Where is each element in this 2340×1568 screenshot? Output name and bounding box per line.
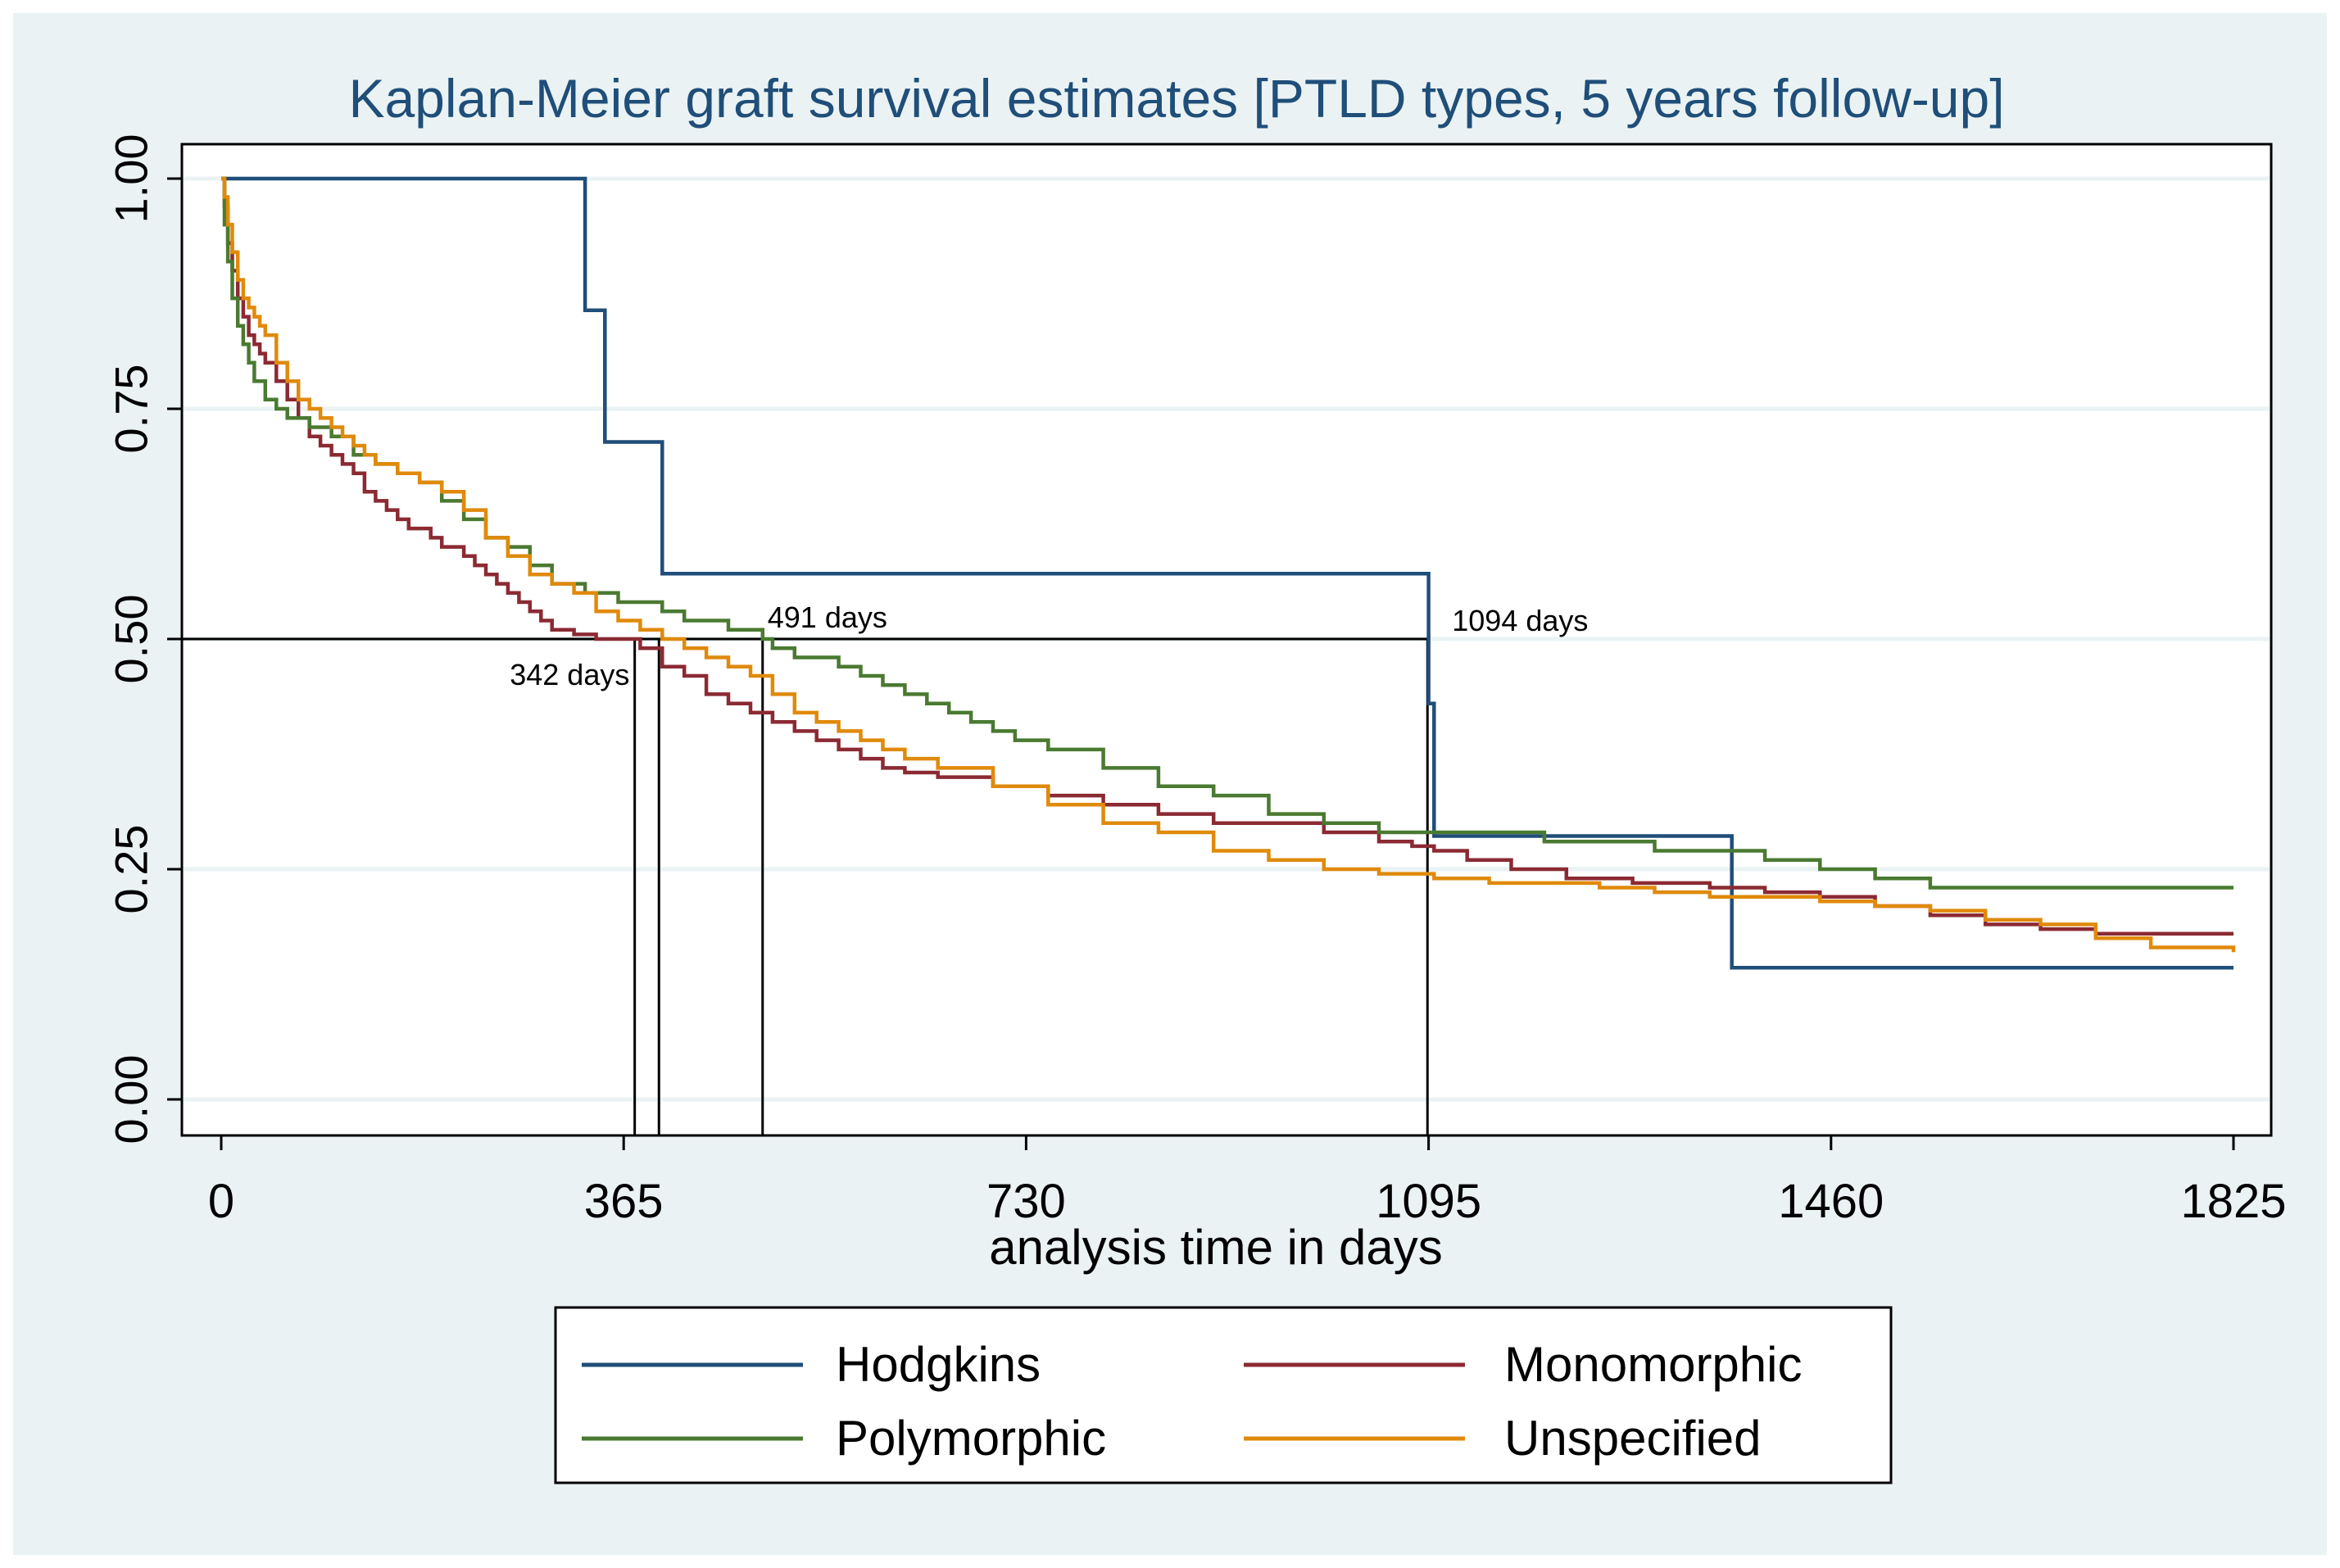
series-line-hodgkins — [221, 176, 2233, 970]
y-tick-label-0.00: 0.00 — [106, 1055, 157, 1144]
legend: Hodgkins Monomorphic Polymorphic Unspecifie… — [554, 1306, 1893, 1484]
series-line-polymorphic — [221, 176, 2233, 890]
x-axis-label: analysis time in days — [989, 1220, 1443, 1275]
legend-label-monomorphic: Monomorphic — [1504, 1337, 1803, 1392]
chart-title: Kaplan-Meier graft survival estimates [P… — [348, 68, 2004, 129]
median-reference-lines — [182, 637, 1430, 1135]
legend-box — [554, 1306, 1893, 1484]
x-tick-label-1460: 1460 — [1778, 1175, 1884, 1228]
annotation-1094-days: 1094 days — [1452, 604, 1588, 637]
legend-label-hodgkins: Hodgkins — [836, 1337, 1041, 1392]
annotation-342-days: 342 days — [510, 658, 629, 691]
x-tick-label-365: 365 — [584, 1175, 664, 1228]
legend-label-polymorphic: Polymorphic — [836, 1411, 1106, 1466]
x-tick-label-1825: 1825 — [2180, 1175, 2286, 1228]
legend-label-unspecified: Unspecified — [1504, 1411, 1762, 1466]
x-tick-label-730: 730 — [986, 1175, 1066, 1228]
median-annotations: 342 days 491 days 1094 days — [510, 600, 1588, 691]
y-tick-label-0.25: 0.25 — [106, 825, 157, 914]
series-line-unspecified — [221, 176, 2236, 953]
x-axis-ticks: 0 365 730 1095 1460 1825 — [208, 1135, 2287, 1228]
survival-curves — [221, 176, 2236, 970]
y-axis-ticks: 0.00 0.25 0.50 0.75 1.00 — [106, 134, 182, 1144]
annotation-491-days: 491 days — [768, 600, 887, 634]
y-tick-label-0.75: 0.75 — [106, 365, 157, 454]
x-tick-label-0: 0 — [208, 1175, 234, 1228]
x-tick-label-1095: 1095 — [1376, 1175, 1481, 1228]
y-tick-label-1.00: 1.00 — [106, 134, 157, 224]
y-tick-label-0.50: 0.50 — [106, 595, 157, 684]
